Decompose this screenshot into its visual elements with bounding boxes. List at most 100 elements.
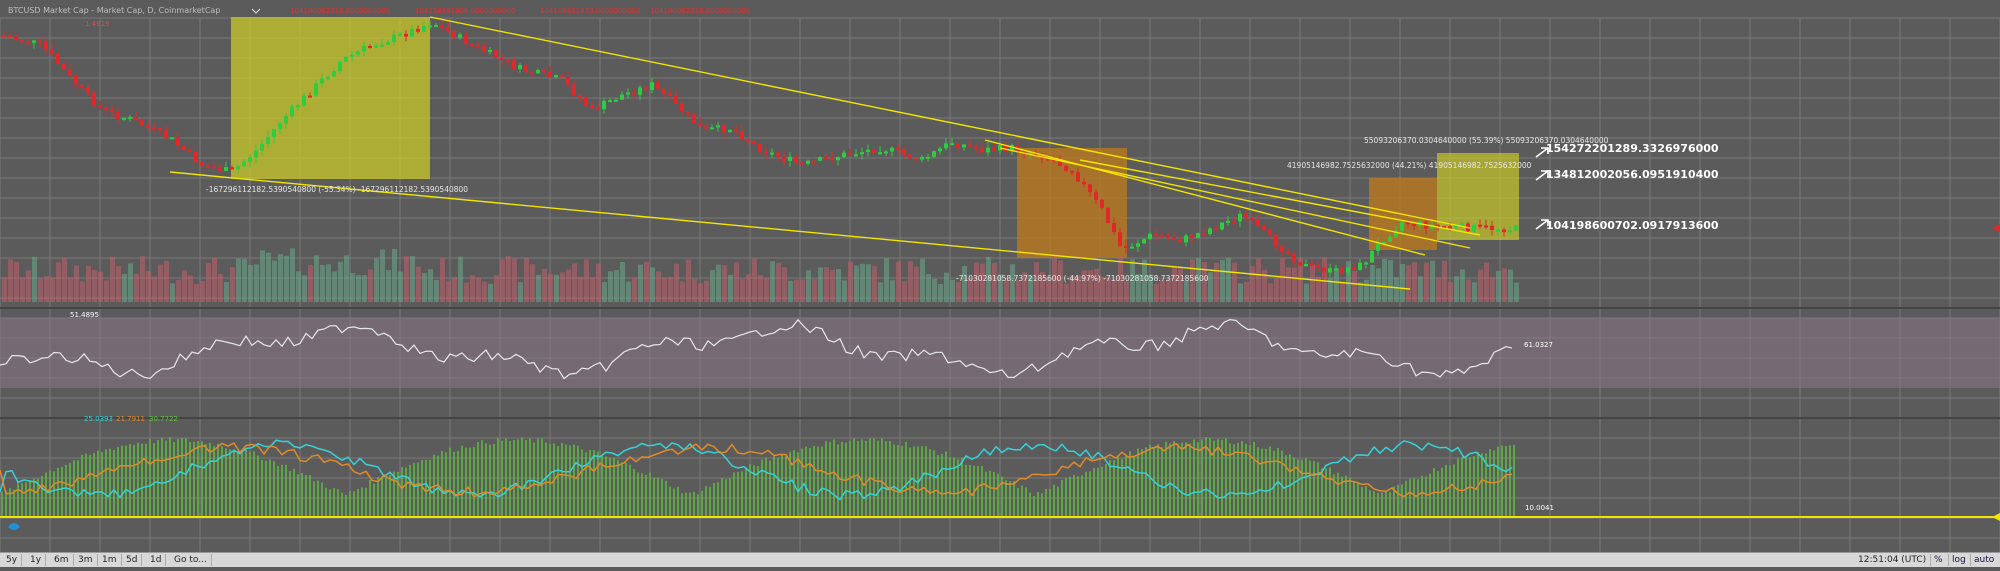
range-button-5d[interactable]: 5d [122,554,143,566]
candle-body [974,146,978,149]
candle-body [1094,192,1098,200]
candle-body [356,51,360,55]
volume-bar [38,278,43,302]
range-button-3m[interactable]: 3m [74,554,98,566]
candle-body [1370,250,1374,263]
candle-body [872,149,876,154]
candle-body [236,166,240,170]
candle-body [44,41,48,50]
volume-bar [1388,260,1393,302]
ohlc-high: 104258891906.0000000000 [415,7,515,15]
volume-bar [1514,282,1519,302]
volume-bar [14,262,19,302]
candle-body [926,156,930,159]
range-button-1m[interactable]: 1m [98,554,122,566]
volume-bar [1034,262,1039,302]
candle-body [554,75,558,78]
volume-bar [1352,270,1357,302]
price-label-1: 154272201289.3326976000 [1546,142,1719,155]
candle-body [860,152,864,155]
drawing-tool-icon[interactable] [8,523,20,530]
volume-bar [356,275,361,302]
volume-bar [644,261,649,302]
volume-bar [878,282,883,302]
candle-body [602,100,606,110]
candle-body [188,149,192,152]
level-marker-icon [1992,513,2000,521]
dmi-level-value: 10.0041 [1525,504,1554,512]
candle-body [1124,245,1128,248]
candle-body [674,96,678,103]
candle-body [260,143,264,151]
candle-body [1436,224,1440,227]
candle-body [314,83,318,96]
volume-bar [1028,275,1033,302]
percent-toggle[interactable]: % [1930,554,1946,566]
volume-bar [620,261,625,302]
range-button-5y[interactable]: 5y [2,554,23,566]
auto-toggle[interactable]: auto [1970,554,1997,566]
volume-bar [1508,269,1513,302]
candle-body [1292,253,1296,263]
candle-body [68,69,72,76]
volume-bar [446,281,451,302]
candle-body [1064,165,1068,171]
volume-bar [710,270,715,302]
volume-bar [884,258,889,302]
volume-bar [770,261,775,302]
volume-bar [776,262,781,302]
log-toggle[interactable]: log [1948,554,1969,566]
volume-bar [848,261,853,302]
candle-body [1010,145,1014,152]
volume-bar [152,276,157,302]
candle-body [614,99,618,102]
arrow-up-icon [1535,147,1549,158]
candle-body [506,59,510,62]
candle-body [230,167,234,170]
candle-body [1136,243,1140,247]
candle-body [218,167,222,171]
candle-body [1442,226,1446,229]
candle-body [1190,235,1194,238]
volume-bar [1364,279,1369,302]
candle-body [1430,224,1434,229]
candle-body [626,92,630,95]
trendlines[interactable] [169,16,1481,290]
clock: 12:51:04 (UTC) [1858,555,1927,565]
arrow-up-icon [1535,170,1549,181]
range-button-1d[interactable]: 1d [146,554,167,566]
volume-bar [1346,261,1351,302]
volume-bar [566,269,571,302]
candle-body [374,45,378,48]
volume-bar [656,271,661,302]
candle-body [338,61,342,72]
candle-body [446,26,450,31]
volume-bar [506,256,511,302]
range-button-1y[interactable]: 1y [26,554,47,566]
volume-bar [530,264,535,302]
volume-bar [1124,280,1129,302]
volume-bar [386,270,391,302]
goto-button[interactable]: Go to... [170,554,212,566]
volume-bar [1064,283,1069,302]
volume-bar [182,270,187,302]
volume-bar [44,276,49,302]
rsi-value-right: 61.0327 [1524,341,1553,349]
candle-body [1514,225,1518,231]
candle-body [182,145,186,150]
candle-body [212,166,216,169]
candle-body [110,109,114,112]
candle-body [80,84,84,88]
candle-body [14,36,18,40]
volume-bar [200,280,205,302]
candle-body [164,130,168,139]
range-button-6m[interactable]: 6m [50,554,74,566]
volume-bar [188,275,193,302]
candle-body [698,123,702,127]
candle-body [32,40,36,43]
candle-body [1220,222,1224,230]
chevron-down-icon[interactable] [251,8,261,14]
candle-body [434,25,438,28]
